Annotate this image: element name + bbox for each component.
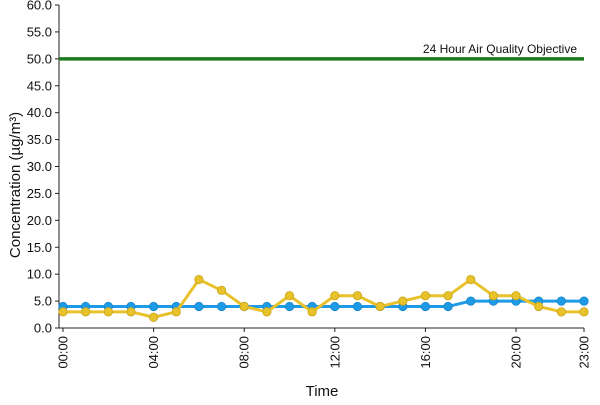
data-point <box>556 307 566 317</box>
y-tick-label: 60.0 <box>27 0 52 13</box>
y-tick-label: 30.0 <box>27 159 52 174</box>
data-point <box>194 301 204 312</box>
data-point <box>239 301 249 312</box>
data-point <box>466 274 476 285</box>
data-point <box>556 296 566 306</box>
data-point <box>466 296 476 306</box>
y-tick-label: 15.0 <box>27 240 52 255</box>
x-tick-label: 20:00 <box>509 336 524 369</box>
data-point <box>284 301 295 312</box>
y-tick-label: 35.0 <box>27 132 52 147</box>
data-point <box>103 307 113 317</box>
data-point <box>579 307 589 317</box>
data-point <box>420 301 431 312</box>
y-tick-label: 20.0 <box>27 213 52 228</box>
data-point <box>330 301 340 312</box>
x-axis: 00:00 04:00 08:00 12:00 16:00 20:00 23:00 <box>56 327 592 369</box>
data-point <box>81 307 91 317</box>
data-point <box>330 291 340 301</box>
series-1 <box>58 296 589 312</box>
data-point <box>216 285 227 295</box>
data-point <box>420 291 431 301</box>
y-tick-label: 50.0 <box>27 51 52 66</box>
series-2 <box>58 274 589 322</box>
data-point <box>149 301 159 312</box>
x-tick-label: 23:00 <box>577 336 592 369</box>
x-tick-label: 00:00 <box>56 336 71 369</box>
data-point <box>488 291 498 301</box>
data-point <box>443 301 453 312</box>
x-tick-label: 16:00 <box>418 336 433 369</box>
y-tick-label: 0.0 <box>34 321 52 336</box>
data-point <box>443 291 453 301</box>
y-tick-label: 5.0 <box>34 294 52 309</box>
data-point <box>375 301 385 312</box>
x-tick-label: 12:00 <box>327 336 342 369</box>
y-tick-label: 10.0 <box>27 267 52 282</box>
data-point <box>216 301 227 312</box>
reference-line-label: 24 Hour Air Quality Objective <box>423 42 577 56</box>
y-tick-label: 45.0 <box>27 78 52 93</box>
series-group <box>58 274 589 322</box>
data-point <box>194 274 204 285</box>
y-axis: 0.0 5.0 10.0 15.0 20.0 25.0 30.0 35.0 40.0 45.0 50… <box>27 0 60 336</box>
data-point <box>579 296 589 306</box>
y-tick-label: 25.0 <box>27 186 52 201</box>
x-tick-label: 04:00 <box>146 336 161 369</box>
data-point <box>171 307 181 317</box>
data-point <box>284 291 295 301</box>
data-point <box>58 307 68 317</box>
data-point <box>126 307 136 317</box>
x-tick-label: 08:00 <box>237 336 252 369</box>
y-tick-label: 40.0 <box>27 105 52 120</box>
data-point <box>149 312 159 322</box>
data-point <box>534 301 544 312</box>
reference-line-group: 24 Hour Air Quality Objective <box>59 42 584 61</box>
series-line <box>63 278 584 319</box>
data-point <box>398 296 408 306</box>
data-point <box>352 291 363 301</box>
y-tick-label: 55.0 <box>27 24 52 39</box>
data-point <box>511 291 521 301</box>
data-point <box>307 307 317 317</box>
y-axis-title: Concentration (µg/m³) <box>7 112 24 258</box>
x-axis-title: Time <box>306 383 339 400</box>
data-point <box>352 301 363 312</box>
data-point <box>262 307 272 317</box>
